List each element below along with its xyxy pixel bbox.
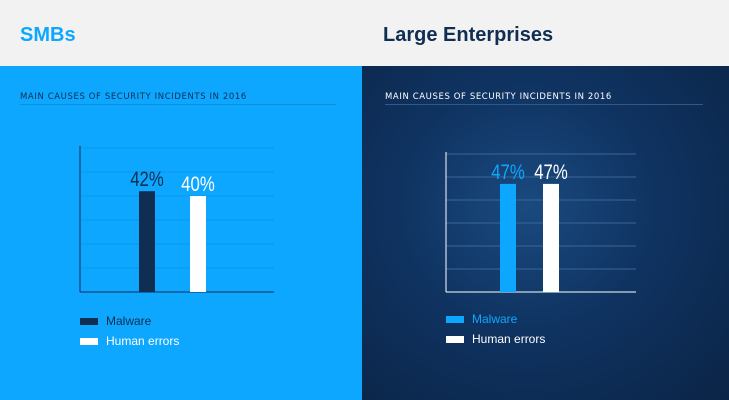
- smb-legend-human-errors-swatch: [80, 338, 98, 345]
- smb-panel: MAIN CAUSES OF SECURITY INCIDENTS IN 201…: [0, 66, 362, 400]
- smb-chart-subtitle: MAIN CAUSES OF SECURITY INCIDENTS IN 201…: [20, 92, 247, 102]
- enterprise-value-label-malware: 47%: [491, 161, 525, 184]
- smb-value-label-malware: 42%: [130, 169, 164, 192]
- smb-subtitle-rule: [20, 104, 336, 105]
- smb-bar-malware: [139, 191, 155, 292]
- enterprise-legend-human-errors-label: Human errors: [472, 332, 546, 346]
- enterprise-legend-human-errors-swatch: [446, 336, 464, 343]
- enterprise-legend-malware-label: Malware: [472, 312, 518, 326]
- enterprise-bar-chart: 47% 47%: [445, 152, 636, 293]
- enterprise-panel: MAIN CAUSES OF SECURITY INCIDENTS IN 201…: [362, 66, 729, 400]
- enterprise-chart-subtitle: MAIN CAUSES OF SECURITY INCIDENTS IN 201…: [385, 92, 612, 102]
- smb-title: SMBs: [20, 24, 76, 46]
- smb-bar-human-errors: [190, 196, 206, 292]
- enterprise-bar-human-errors: [543, 183, 559, 292]
- smb-legend-human-errors-label: Human errors: [106, 334, 180, 348]
- enterprise-title: Large Enterprises: [383, 24, 554, 46]
- enterprise-legend-malware-swatch: [446, 316, 464, 323]
- header-band: SMBs Large Enterprises: [0, 0, 729, 66]
- smb-legend-malware-swatch: [80, 318, 98, 325]
- enterprise-value-label-human-errors: 47%: [534, 161, 568, 184]
- smb-value-label-human-errors: 40%: [181, 173, 215, 196]
- enterprise-bar-malware: [500, 183, 516, 292]
- smb-bar-chart: 42% 40%: [79, 146, 274, 293]
- enterprise-subtitle-rule: [385, 104, 703, 105]
- smb-legend-malware-label: Malware: [106, 314, 152, 328]
